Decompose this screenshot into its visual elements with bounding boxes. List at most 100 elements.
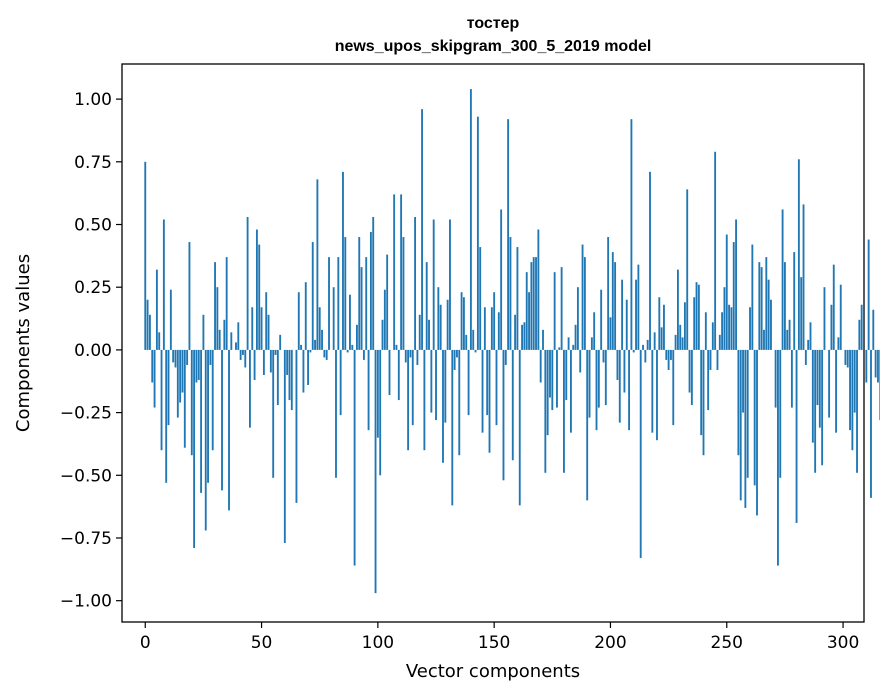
bar bbox=[553, 272, 556, 350]
bar bbox=[260, 307, 263, 350]
bar bbox=[318, 307, 321, 350]
bar bbox=[590, 337, 593, 350]
bar bbox=[356, 324, 358, 350]
bar bbox=[190, 349, 193, 456]
bar bbox=[251, 307, 254, 350]
bar bbox=[272, 349, 275, 478]
x-tick-label: 150 bbox=[478, 633, 510, 653]
bar bbox=[346, 349, 349, 353]
bar bbox=[807, 339, 810, 350]
bar bbox=[676, 269, 679, 350]
bar bbox=[686, 189, 689, 350]
bar bbox=[583, 257, 586, 350]
bar bbox=[393, 194, 396, 350]
bar bbox=[723, 287, 726, 350]
bar bbox=[730, 307, 733, 350]
bar bbox=[828, 349, 831, 418]
bar bbox=[300, 344, 303, 350]
bar bbox=[637, 264, 640, 350]
bar bbox=[632, 349, 635, 353]
bar bbox=[663, 304, 665, 350]
bar bbox=[718, 334, 721, 350]
bar bbox=[539, 349, 542, 383]
bar bbox=[311, 242, 314, 350]
bar bbox=[372, 216, 375, 350]
bar bbox=[770, 299, 772, 350]
bar bbox=[160, 349, 163, 451]
bar bbox=[483, 307, 486, 350]
bar bbox=[793, 252, 796, 350]
bar bbox=[214, 262, 216, 350]
bar bbox=[600, 289, 603, 350]
bar bbox=[716, 349, 719, 370]
bar bbox=[714, 151, 717, 350]
bar bbox=[416, 349, 419, 365]
bar bbox=[844, 349, 847, 365]
bar bbox=[695, 282, 698, 350]
bar bbox=[349, 294, 351, 350]
bar bbox=[193, 349, 196, 549]
bar bbox=[667, 349, 670, 370]
bar bbox=[367, 349, 370, 431]
bar bbox=[302, 349, 305, 393]
bar bbox=[660, 327, 663, 350]
bar bbox=[165, 349, 168, 483]
bar bbox=[267, 314, 270, 350]
bar bbox=[744, 349, 747, 508]
bar bbox=[816, 349, 819, 406]
bar bbox=[516, 247, 519, 350]
bar bbox=[625, 299, 628, 350]
bar bbox=[749, 307, 751, 350]
bar bbox=[195, 349, 198, 383]
bar bbox=[683, 302, 686, 350]
bar bbox=[870, 349, 872, 498]
bar bbox=[544, 349, 547, 473]
bar bbox=[167, 349, 170, 426]
bar bbox=[486, 349, 489, 416]
bar bbox=[867, 239, 870, 350]
bar bbox=[860, 304, 863, 350]
bar bbox=[644, 349, 647, 363]
y-tick-label: 0.00 bbox=[74, 341, 112, 361]
chart-title-line1: тостер bbox=[467, 15, 520, 32]
bar bbox=[197, 349, 200, 380]
bar bbox=[456, 349, 458, 358]
bar bbox=[518, 349, 521, 506]
bar bbox=[290, 349, 293, 411]
bar bbox=[221, 349, 223, 491]
bar bbox=[451, 349, 454, 506]
bar bbox=[369, 232, 372, 350]
bar bbox=[837, 337, 840, 350]
bar bbox=[835, 349, 838, 433]
bar bbox=[618, 349, 621, 423]
bar bbox=[597, 349, 600, 408]
y-axis-label: Components values bbox=[13, 254, 34, 432]
bar bbox=[511, 349, 514, 461]
bar bbox=[674, 334, 677, 350]
bar bbox=[176, 349, 179, 418]
bar bbox=[788, 319, 791, 350]
bar bbox=[509, 237, 512, 350]
bar bbox=[342, 171, 344, 350]
bar bbox=[763, 329, 765, 350]
bar bbox=[742, 349, 744, 413]
bar bbox=[537, 229, 540, 350]
bar bbox=[646, 339, 649, 350]
bar bbox=[181, 349, 184, 393]
bar bbox=[307, 349, 310, 386]
bar bbox=[386, 254, 389, 350]
bar bbox=[286, 349, 289, 375]
bar bbox=[158, 332, 161, 350]
bar bbox=[497, 312, 500, 350]
bar bbox=[435, 349, 437, 421]
bar bbox=[162, 219, 165, 350]
bar bbox=[395, 344, 398, 350]
bar bbox=[856, 349, 858, 473]
bar bbox=[628, 349, 630, 431]
bar bbox=[779, 349, 782, 478]
bar bbox=[711, 322, 714, 350]
bar bbox=[581, 244, 584, 350]
bar bbox=[623, 349, 626, 393]
bar bbox=[579, 349, 582, 373]
y-tick-label: 0.25 bbox=[74, 278, 112, 298]
